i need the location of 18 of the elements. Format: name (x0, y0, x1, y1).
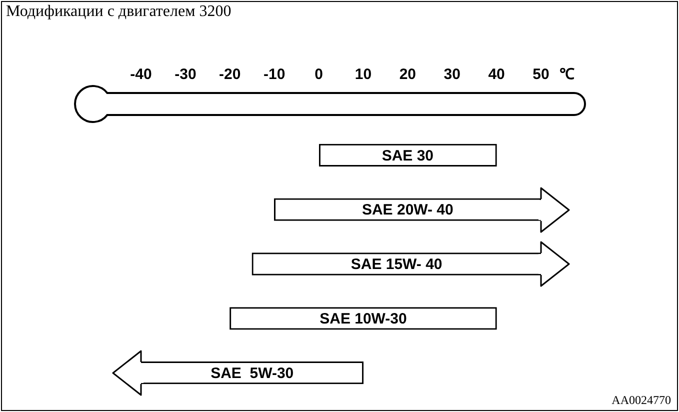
x-tick-label: -10 (263, 66, 286, 84)
x-tick-label: 20 (399, 66, 416, 84)
x-tick-label: 10 (354, 66, 372, 84)
x-tick-label: -40 (130, 66, 152, 84)
y-tick-label: SAE 20W- 40 (362, 202, 454, 219)
y-tick-label: SAE 30 (382, 147, 434, 164)
y-tick-label: SAE 5W-30 (210, 364, 294, 382)
x-axis-title: ℃ (560, 66, 574, 84)
x-tick-label: 30 (444, 66, 460, 84)
text: AA0024770 (612, 393, 671, 408)
x-tick-label: -20 (219, 66, 241, 84)
x-tick-label: 40 (488, 66, 505, 84)
x-tick-label: -30 (174, 66, 196, 84)
x-tick-label: 0 (314, 66, 323, 84)
y-tick-label: SAE 15W- 40 (350, 256, 442, 274)
y-tick-label: SAE 10W-30 (320, 310, 407, 328)
x-tick-label: 50 (532, 66, 550, 84)
chart-title: Модификации с двигателем 3200 (6, 3, 232, 21)
